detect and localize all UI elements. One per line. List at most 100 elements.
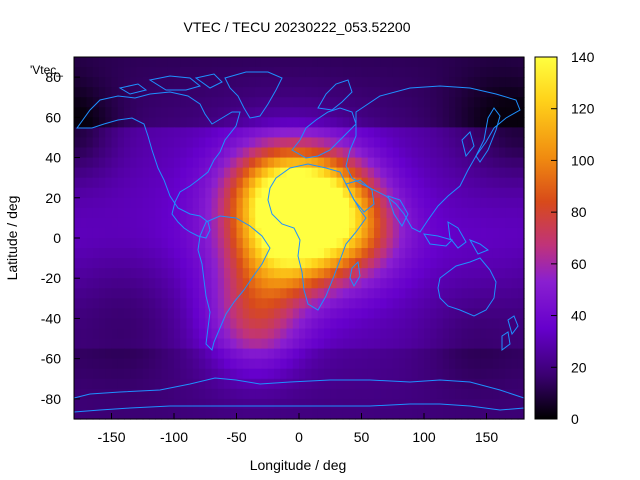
heatmap-cell: [467, 338, 475, 350]
heatmap-cell: [92, 398, 100, 410]
heatmap-cell: [461, 388, 469, 400]
heatmap-cell: [367, 137, 375, 149]
heatmap-cell: [236, 227, 244, 239]
heatmap-cell: [167, 348, 175, 360]
heatmap-cell: [324, 187, 331, 199]
heatmap-cell: [474, 117, 481, 128]
heatmap-cell: [374, 258, 381, 269]
heatmap-cell: [99, 97, 106, 108]
heatmap-cell: [436, 57, 444, 68]
heatmap-cell: [480, 408, 488, 420]
heatmap-cell: [474, 87, 481, 98]
heatmap-cell: [399, 338, 406, 350]
heatmap-cell: [411, 408, 419, 420]
heatmap-cell: [180, 408, 188, 420]
heatmap-cell: [299, 238, 306, 249]
heatmap-cell: [505, 348, 513, 360]
heatmap-cell: [330, 147, 338, 159]
heatmap-cell: [161, 67, 169, 78]
heatmap-cell: [336, 398, 344, 410]
heatmap-cell: [411, 67, 419, 78]
heatmap-cell: [167, 207, 175, 219]
heatmap-cell: [180, 388, 188, 400]
heatmap-cell: [199, 338, 206, 350]
heatmap-cell: [405, 298, 413, 309]
heatmap-cell: [155, 338, 163, 350]
heatmap-cell: [236, 157, 244, 169]
heatmap-cell: [361, 358, 369, 370]
heatmap-cell: [280, 97, 288, 108]
heatmap-cell: [80, 268, 88, 279]
heatmap-cell: [136, 388, 144, 400]
heatmap-cell: [105, 157, 113, 169]
figure-title: VTEC / TECU 20230222_053.52200: [183, 19, 410, 35]
heatmap-cell: [336, 378, 344, 390]
heatmap-cell: [267, 348, 275, 360]
heatmap-cell: [292, 398, 300, 410]
heatmap-cell: [367, 288, 375, 299]
heatmap-cell: [424, 308, 431, 320]
heatmap-cell: [486, 248, 494, 259]
heatmap-cell: [305, 288, 313, 299]
heatmap-cell: [380, 157, 388, 169]
heatmap-cell: [167, 137, 175, 149]
heatmap-cell: [174, 298, 181, 309]
heatmap-cell: [442, 338, 450, 350]
heatmap-cell: [324, 398, 331, 410]
heatmap-cell: [336, 137, 344, 149]
heatmap-cell: [417, 288, 425, 299]
heatmap-cell: [92, 268, 100, 279]
heatmap-cell: [86, 328, 94, 340]
heatmap-cell: [74, 278, 81, 289]
heatmap-cell: [92, 358, 100, 370]
heatmap-cell: [105, 278, 113, 289]
heatmap-cell: [311, 227, 319, 239]
heatmap-cell: [311, 388, 319, 400]
heatmap-cell: [236, 217, 244, 229]
heatmap-cell: [167, 358, 175, 370]
heatmap-cell: [424, 388, 431, 400]
heatmap-cell: [261, 147, 269, 159]
heatmap-cell: [149, 187, 156, 199]
heatmap-cell: [92, 388, 100, 400]
y-tick-label: -40: [41, 310, 61, 326]
heatmap-cell: [174, 328, 181, 340]
heatmap-cell: [349, 57, 356, 68]
heatmap-cell: [336, 258, 344, 269]
heatmap-cell: [261, 167, 269, 179]
heatmap-cell: [330, 298, 338, 309]
heatmap-cell: [117, 137, 125, 149]
heatmap-cell: [405, 358, 413, 370]
heatmap-cell: [505, 398, 513, 410]
heatmap-cell: [511, 368, 519, 380]
heatmap-cell: [299, 378, 306, 390]
heatmap-cell: [286, 348, 294, 360]
heatmap-cell: [442, 197, 450, 209]
heatmap-cell: [330, 177, 338, 189]
heatmap-cell: [442, 87, 450, 98]
heatmap-cell: [492, 197, 500, 209]
heatmap-cell: [499, 378, 506, 390]
heatmap-cell: [392, 207, 400, 219]
heatmap-cell: [155, 288, 163, 299]
heatmap-cell: [492, 358, 500, 370]
heatmap-cell: [286, 187, 294, 199]
heatmap-cell: [99, 298, 106, 309]
heatmap-cell: [317, 278, 325, 289]
heatmap-cell: [242, 117, 250, 128]
heatmap-cell: [205, 57, 213, 68]
x-tick-label: 100: [412, 429, 436, 445]
heatmap-cell: [455, 137, 463, 149]
heatmap-cell: [399, 268, 406, 279]
heatmap-cell: [317, 147, 325, 159]
heatmap-cell: [130, 207, 138, 219]
heatmap-cell: [80, 388, 88, 400]
heatmap-cell: [374, 197, 381, 209]
heatmap-cell: [424, 268, 431, 279]
heatmap-cell: [80, 338, 88, 350]
heatmap-cell: [317, 77, 325, 88]
heatmap-cell: [505, 288, 513, 299]
heatmap-cell: [105, 288, 113, 299]
heatmap-cell: [480, 398, 488, 410]
heatmap-cell: [286, 157, 294, 169]
